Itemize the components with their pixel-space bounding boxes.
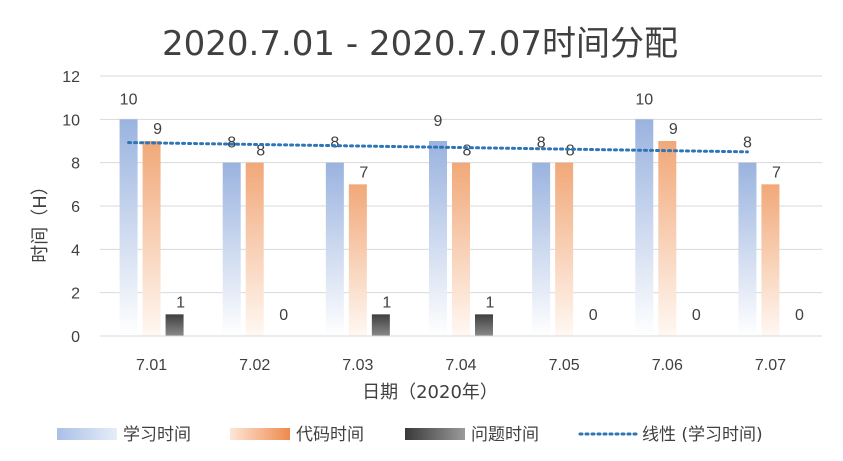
legend-label-trendline: 线性 (学习时间) [642, 425, 763, 445]
bar-study [635, 119, 654, 336]
legend: 学习时间 代码时间 问题时间 线性 (学习时间) [57, 425, 763, 445]
legend-swatch-code [230, 428, 290, 440]
bar-code [658, 141, 677, 336]
data-label-code: 9 [153, 121, 162, 138]
chart-title: 2020.7.01 - 2020.7.07时间分配 [162, 24, 678, 64]
data-label-study: 8 [330, 135, 339, 152]
legend-item-problem: 问题时间 [405, 425, 539, 445]
x-tick-label: 7.03 [342, 357, 373, 374]
bar-code [245, 162, 264, 336]
legend-item-code: 代码时间 [230, 425, 364, 445]
y-tick-label: 8 [71, 156, 80, 173]
data-label-code: 7 [359, 164, 368, 181]
data-label-code: 8 [566, 143, 575, 160]
data-label-problem: 0 [589, 307, 598, 324]
x-tick-label: 7.07 [755, 357, 786, 374]
data-label-code: 8 [256, 143, 265, 160]
trendline [127, 141, 749, 154]
y-axis-title: 时间（H） [30, 177, 51, 263]
legend-label-study: 学习时间 [123, 425, 191, 445]
bar-problem [475, 314, 493, 336]
legend-label-problem: 问题时间 [471, 425, 539, 445]
bar-problem [165, 314, 184, 336]
data-label-code: 9 [669, 121, 678, 138]
bar-study [325, 162, 344, 336]
legend-swatch-problem [405, 428, 465, 440]
bar-study [429, 141, 447, 336]
x-tick-label: 7.01 [136, 357, 167, 374]
legend-swatch-study [57, 428, 117, 440]
data-label-study: 10 [120, 91, 138, 108]
bar-study [119, 119, 138, 336]
data-label-problem: 1 [382, 294, 391, 311]
x-tick-label: 7.05 [549, 357, 580, 374]
data-label-problem: 1 [176, 294, 185, 311]
bar-code [452, 162, 470, 336]
x-tick-label: 7.02 [239, 357, 270, 374]
bar-study [222, 162, 241, 336]
x-tick-label: 7.04 [445, 357, 476, 374]
y-tick-label: 10 [62, 112, 80, 129]
y-tick-label: 4 [71, 242, 80, 259]
data-label-problem: 0 [279, 307, 288, 324]
bar-study [532, 162, 551, 336]
data-label-study: 9 [434, 113, 443, 130]
legend-label-code: 代码时间 [296, 425, 364, 445]
legend-item-trendline: 线性 (学习时间) [578, 425, 763, 445]
bar-code [348, 184, 367, 336]
y-tick-label: 2 [71, 286, 80, 303]
bar-code [142, 141, 161, 336]
bars [119, 119, 780, 336]
data-label-problem: 0 [692, 307, 701, 324]
bar-study [738, 162, 757, 336]
x-axis-ticks: 7.01 7.02 7.03 7.04 7.05 7.06 7.07 [100, 335, 822, 374]
y-tick-label: 0 [71, 329, 80, 346]
data-label-code: 7 [772, 164, 781, 181]
trendline-layer [127, 141, 749, 154]
bar-code [761, 184, 780, 336]
bar-problem [371, 314, 390, 336]
data-label-problem: 0 [795, 307, 804, 324]
y-tick-label: 12 [62, 69, 80, 86]
data-label-problem: 1 [486, 294, 495, 311]
data-label-study: 10 [635, 91, 653, 108]
data-label-study: 8 [743, 135, 752, 152]
bar-code [555, 162, 574, 336]
legend-item-study: 学习时间 [57, 425, 191, 445]
data-label-study: 8 [537, 135, 546, 152]
x-axis-title: 日期（2020年） [362, 382, 498, 403]
data-label-code: 8 [463, 143, 472, 160]
y-tick-label: 6 [71, 199, 80, 216]
x-tick-label: 7.06 [652, 357, 683, 374]
y-axis-ticks: 0 2 4 6 8 10 12 [62, 69, 80, 346]
